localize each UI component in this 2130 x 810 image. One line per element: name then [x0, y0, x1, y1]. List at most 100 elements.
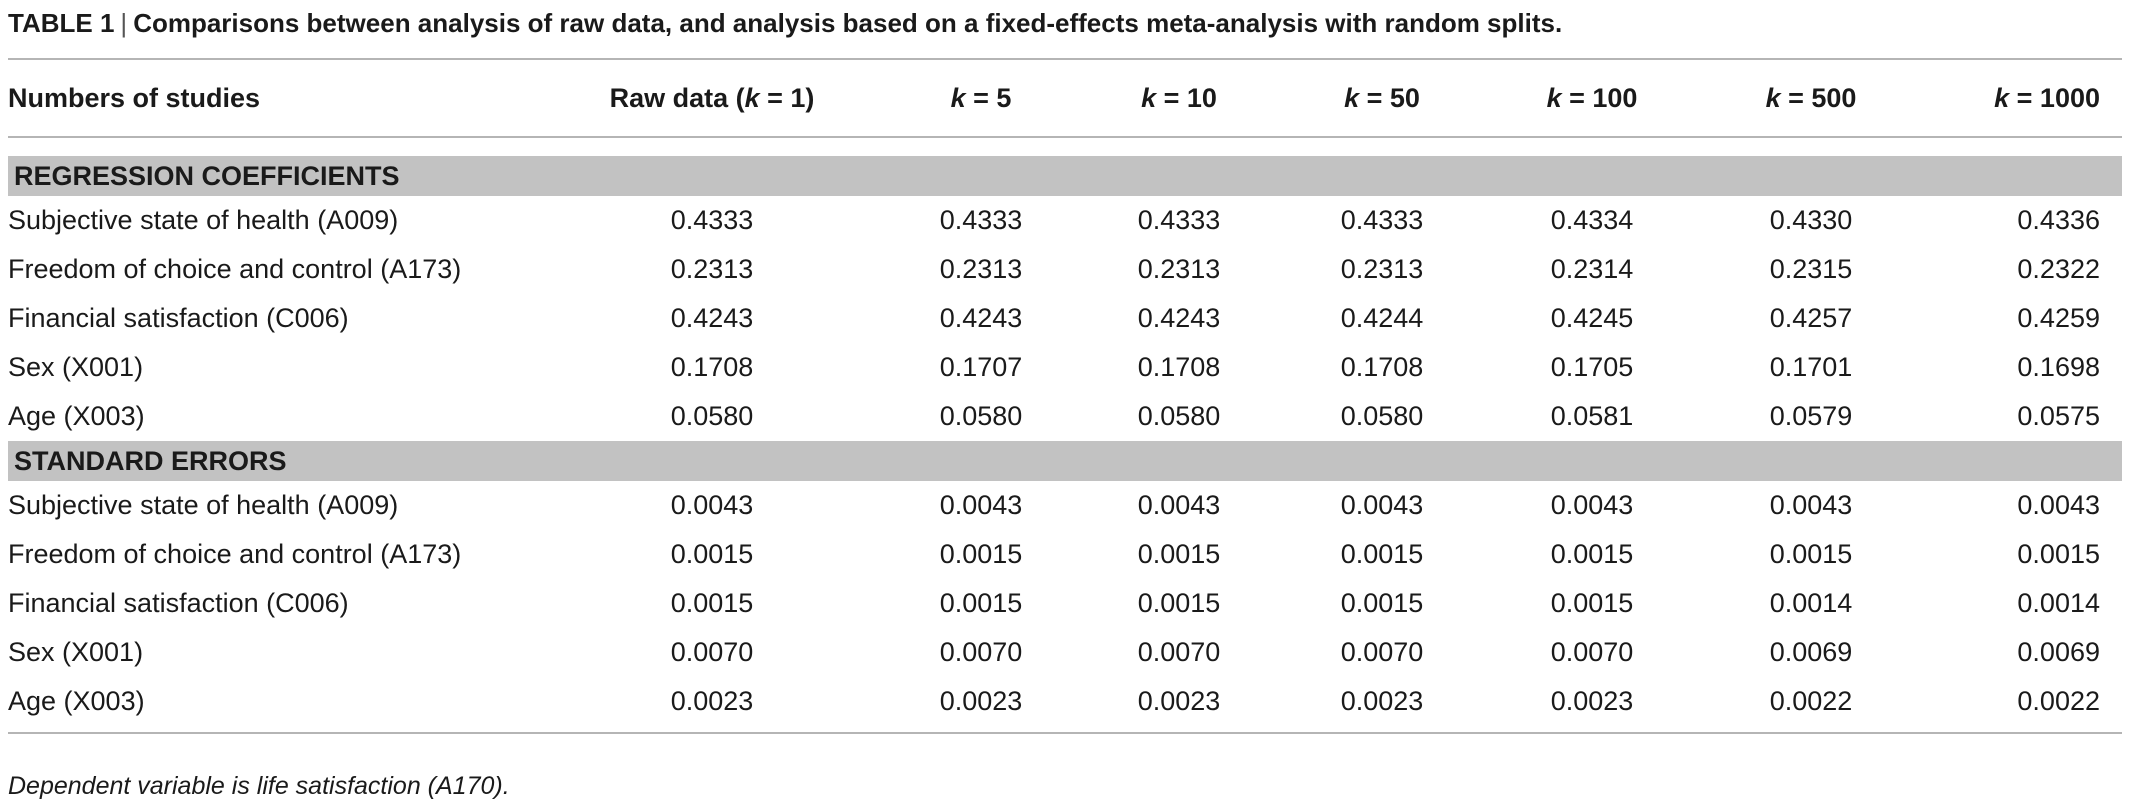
header-raw-data: Raw data (k = 1)	[538, 58, 886, 138]
table-cell: 0.0043	[670, 490, 754, 520]
table-cell: 0.2313	[1137, 254, 1221, 284]
header-k-5: k = 5	[886, 58, 1076, 138]
table-row: Freedom of choice and control (A173) 0.0…	[8, 530, 2122, 579]
row-label: Subjective state of health (A009)	[8, 490, 399, 520]
variable-k: k	[1994, 82, 2010, 113]
table-cell: 0.0015	[1137, 539, 1221, 569]
table-row: Sex (X001) 0.0070 0.0070 0.0070 0.0070 0…	[8, 628, 2122, 677]
table-cell: 0.4245	[1550, 303, 1634, 333]
table-caption: TABLE 1 | Comparisons between analysis of …	[8, 6, 1562, 40]
table-cell: 0.4257	[1769, 303, 1853, 333]
row-label: Freedom of choice and control (A173)	[8, 539, 462, 569]
table-row: Freedom of choice and control (A173) 0.2…	[8, 245, 2122, 294]
table-row: Financial satisfaction (C006) 0.0015 0.0…	[8, 579, 2122, 628]
table-cell: 0.0070	[939, 637, 1023, 667]
table-cell: 0.2315	[1769, 254, 1853, 284]
table-cell: 0.2313	[1340, 254, 1424, 284]
caption-text: Comparisons between analysis of raw data…	[133, 8, 1563, 38]
variable-k: k	[950, 82, 966, 113]
table-cell: 0.0015	[1137, 588, 1221, 618]
table-body: REGRESSION COEFFICIENTS Subjective state…	[8, 156, 2122, 734]
table-cell: 0.1708	[670, 352, 754, 382]
table-cell: 0.4243	[1137, 303, 1221, 333]
table-cell: 0.1707	[939, 352, 1023, 382]
table-cell: 0.0575	[2017, 401, 2100, 431]
row-label: Freedom of choice and control (A173)	[8, 254, 462, 284]
table-cell: 0.0070	[1550, 637, 1634, 667]
table-row: Financial satisfaction (C006) 0.4243 0.4…	[8, 294, 2122, 343]
table-cell: 0.0015	[1550, 539, 1634, 569]
table-footnote: Dependent variable is life satisfaction …	[8, 772, 510, 800]
table-cell: 0.0069	[1769, 637, 1853, 667]
table-cell: 0.0015	[1340, 539, 1424, 569]
table-cell: 0.0043	[1769, 490, 1853, 520]
table-cell: 0.1701	[1769, 352, 1853, 382]
table-row: Age (X003) 0.0580 0.0580 0.0580 0.0580 0…	[8, 392, 2122, 441]
table-cell: 0.0043	[1340, 490, 1424, 520]
table-cell: 0.0023	[1137, 686, 1221, 716]
table-cell: 0.4330	[1769, 205, 1853, 235]
table-cell: 0.2322	[2017, 254, 2100, 284]
row-label: Financial satisfaction (C006)	[8, 303, 349, 333]
table-cell: 0.0581	[1550, 401, 1634, 431]
table-cell: 0.0014	[2017, 588, 2100, 618]
table-cell: 0.4333	[1137, 205, 1221, 235]
table-cell: 0.0015	[2017, 539, 2100, 569]
table-cell: 0.0043	[2017, 490, 2100, 520]
table-cell: 0.0023	[1340, 686, 1424, 716]
table-cell: 0.0023	[939, 686, 1023, 716]
table-cell: 0.0070	[1340, 637, 1424, 667]
table-cell: 0.0015	[1340, 588, 1424, 618]
section-title: REGRESSION COEFFICIENTS	[8, 156, 2122, 196]
table-cell: 0.0069	[2017, 637, 2100, 667]
table-cell: 0.0579	[1769, 401, 1853, 431]
table-cell: 0.0070	[1137, 637, 1221, 667]
section-header-regression-coefficients: REGRESSION COEFFICIENTS	[8, 156, 2122, 196]
table-cell: 0.0043	[1550, 490, 1634, 520]
section-header-standard-errors: STANDARD ERRORS	[8, 441, 2122, 481]
row-label: Sex (X001)	[8, 352, 144, 382]
header-row: Numbers of studies Raw data (k = 1) k = …	[8, 58, 2122, 138]
table-cell: 0.0015	[939, 588, 1023, 618]
header-k-10: k = 10	[1076, 58, 1282, 138]
table-cell: 0.1705	[1550, 352, 1634, 382]
table-cell: 0.0015	[939, 539, 1023, 569]
table-cell: 0.0014	[1769, 588, 1853, 618]
row-label: Financial satisfaction (C006)	[8, 588, 349, 618]
row-label: Age (X003)	[8, 401, 145, 431]
table-header: Numbers of studies Raw data (k = 1) k = …	[8, 58, 2122, 156]
variable-k: k	[744, 82, 760, 113]
variable-k: k	[1344, 82, 1360, 113]
header-k-1000: k = 1000	[1920, 58, 2122, 138]
table-cell: 0.4333	[939, 205, 1023, 235]
table-cell: 0.2313	[670, 254, 754, 284]
table-row: Subjective state of health (A009) 0.0043…	[8, 481, 2122, 530]
table-row: Age (X003) 0.0023 0.0023 0.0023 0.0023 0…	[8, 677, 2122, 726]
table-cell: 0.0580	[1340, 401, 1424, 431]
header-k-500: k = 500	[1702, 58, 1920, 138]
header-spacer	[8, 137, 2122, 156]
caption-separator: |	[120, 8, 128, 38]
table-cell: 0.4259	[2017, 303, 2100, 333]
table-number: TABLE 1	[8, 8, 115, 38]
row-label: Sex (X001)	[8, 637, 144, 667]
table-cell: 0.2313	[939, 254, 1023, 284]
row-label: Age (X003)	[8, 686, 145, 716]
row-label: Subjective state of health (A009)	[8, 205, 399, 235]
table-cell: 0.0015	[670, 588, 754, 618]
variable-k: k	[1141, 82, 1157, 113]
table-cell: 0.0015	[1550, 588, 1634, 618]
table-cell: 0.4333	[1340, 205, 1424, 235]
table-cell: 0.2314	[1550, 254, 1634, 284]
table-cell: 0.0015	[1769, 539, 1853, 569]
table-cell: 0.1698	[2017, 352, 2100, 382]
table-cell: 0.0580	[1137, 401, 1221, 431]
table-cell: 0.0043	[939, 490, 1023, 520]
table-cell: 0.0580	[670, 401, 754, 431]
table-cell: 0.0070	[670, 637, 754, 667]
table-cell: 0.0022	[2017, 686, 2100, 716]
table-cell: 0.1708	[1137, 352, 1221, 382]
table-bottom-rule	[8, 726, 2122, 734]
table-cell: 0.4244	[1340, 303, 1424, 333]
table-cell: 0.4336	[2017, 205, 2100, 235]
